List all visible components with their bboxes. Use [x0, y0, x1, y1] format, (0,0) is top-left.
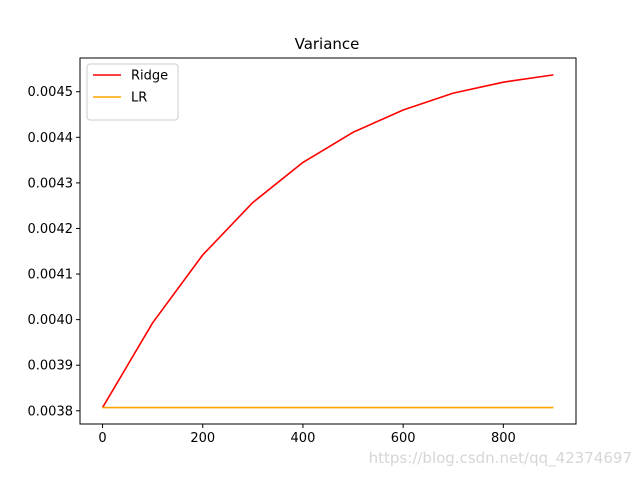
plot-frame — [79, 57, 577, 425]
legend-label-ridge: Ridge — [131, 69, 168, 84]
x-tick-label: 800 — [491, 431, 516, 446]
y-tick-label: 0.0043 — [28, 176, 74, 191]
x-tick-label: 200 — [190, 431, 215, 446]
y-tick-label: 0.0039 — [28, 359, 74, 374]
x-axis: 0 200 400 600 800 — [98, 424, 516, 446]
y-axis: 0.0038 0.0039 0.0040 0.0041 0.0042 0.0043 0.00… — [28, 85, 80, 419]
legend-box — [86, 63, 179, 121]
y-tick-label: 0.0045 — [28, 85, 74, 100]
chart-title: Variance — [295, 35, 360, 53]
watermark: https://blog.csdn.net/qq_42374697 — [368, 449, 632, 467]
y-tick-label: 0.0040 — [28, 313, 74, 328]
legend: Ridge LR — [86, 63, 179, 121]
x-tick-label: 0 — [98, 431, 106, 446]
y-tick-label: 0.0038 — [28, 404, 74, 419]
series-layer — [101, 74, 554, 409]
y-tick-label: 0.0041 — [28, 268, 74, 283]
series-line-ridge — [101, 74, 554, 408]
x-tick-label: 400 — [291, 431, 316, 446]
y-tick-label: 0.0042 — [28, 222, 74, 237]
y-tick-label: 0.0044 — [28, 131, 74, 146]
x-tick-label: 600 — [391, 431, 416, 446]
legend-label-lr: LR — [131, 91, 147, 106]
